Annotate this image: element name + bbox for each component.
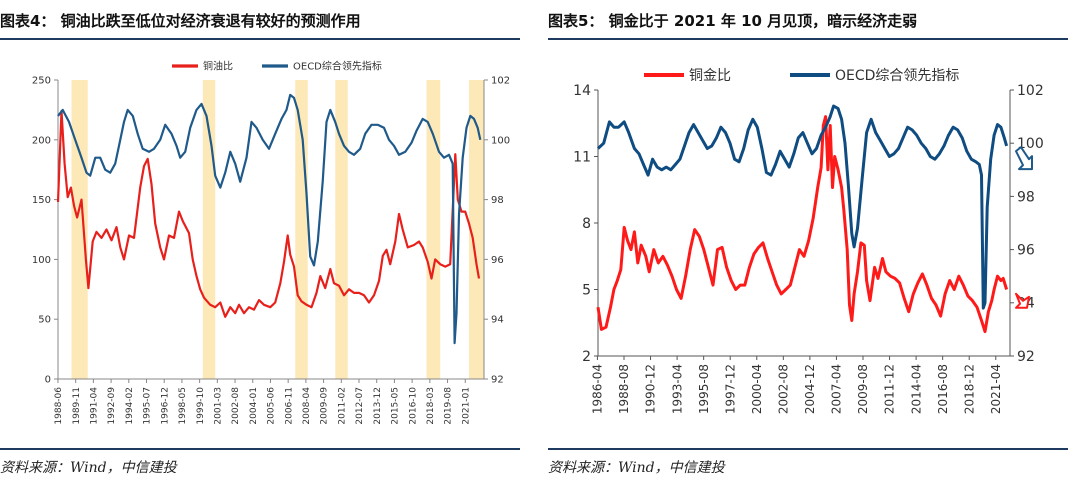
x-tick-label: 1995-07	[143, 387, 153, 425]
x-tick-label: 2009-09	[320, 387, 330, 425]
x-tick-label: 2009-08	[856, 364, 870, 414]
y-right-tick-label: 92	[491, 375, 504, 386]
y-right-tick-label: 92	[1017, 349, 1035, 365]
legend-label: 铜油比	[203, 60, 233, 73]
y-left-tick-label: 250	[32, 76, 51, 87]
x-tick-label: 2008-04	[302, 387, 312, 425]
x-tick-label: 1986-04	[591, 364, 605, 414]
source-note: 资料来源：Wind，中信建投	[548, 460, 725, 476]
x-tick-label: 1995-08	[697, 364, 711, 414]
chart-title: 图表5： 铜金比于 2021 年 10 月见顶，暗示经济走弱	[548, 12, 918, 30]
y-right-tick-label: 100	[1017, 136, 1044, 152]
trend-arrow-icon	[1015, 146, 1033, 171]
source-note: 资料来源：Wind，中信建投	[0, 460, 177, 476]
y-left-tick-label: 100	[32, 255, 51, 266]
y-right-tick-label: 98	[491, 195, 504, 206]
x-tick-label: 1993-04	[670, 364, 684, 414]
title-divider	[0, 38, 520, 40]
x-tick-label: 2005-06	[267, 387, 277, 425]
x-tick-label: 1991-04	[90, 387, 100, 425]
x-tick-label: 2021-01	[461, 387, 471, 425]
x-tick-label: 2004-01	[249, 387, 259, 425]
chart-panel-copper-oil: 图表4： 铜油比跌至低位对经济衰退有较好的预测作用 0 50 100 150 200 25…	[0, 0, 520, 489]
y-left-tick-label: 11	[573, 149, 591, 165]
recession-band	[71, 80, 88, 379]
y-right-tick-label: 94	[491, 315, 504, 326]
chart-panel-copper-gold: 图表5： 铜金比于 2021 年 10 月见顶，暗示经济走弱 2 5 8 11 14 92…	[548, 0, 1068, 489]
recession-band	[335, 80, 348, 379]
x-tick-label: 2004-12	[803, 364, 817, 414]
recession-band	[295, 80, 308, 379]
x-tick-label: 2011-02	[337, 387, 347, 425]
x-tick-label: 2000-04	[750, 364, 764, 414]
recession-band	[469, 80, 484, 379]
x-tick-label: 2016-10	[408, 387, 418, 425]
x-tick-label: 2011-12	[883, 364, 897, 414]
y-left-tick-label: 8	[582, 216, 591, 232]
x-tick-label: 2015-05	[391, 387, 401, 425]
x-tick-label: 1988-06	[54, 387, 64, 425]
y-left-tick-label: 200	[32, 135, 51, 146]
x-tick-label: 2018-03	[426, 387, 436, 425]
x-tick-label: 1996-12	[160, 387, 170, 425]
x-tick-label: 1992-09	[107, 387, 117, 425]
x-tick-label: 2013-12	[373, 387, 383, 425]
recession-band	[426, 80, 441, 379]
source-divider	[548, 448, 1068, 450]
y-left-tick-label: 2	[582, 349, 591, 365]
x-tick-label: 1999-10	[196, 387, 206, 425]
legend-label: OECD综合领先指标	[835, 68, 959, 84]
y-right-tick-label: 96	[491, 255, 504, 266]
chart-title: 图表4： 铜油比跌至低位对经济衰退有较好的预测作用	[0, 12, 361, 30]
x-tick-label: 1998-05	[178, 387, 188, 425]
trend-arrow-icon	[1015, 292, 1030, 309]
x-tick-label: 2007-04	[830, 364, 844, 414]
series-line-left	[596, 115, 1009, 334]
copper-gold-chart: 2581114929496981001021986-041988-081990-…	[573, 68, 1044, 414]
x-tick-label: 2019-08	[444, 387, 454, 425]
y-right-tick-label: 100	[491, 135, 510, 146]
x-tick-label: 1989-11	[72, 387, 82, 425]
series-line-right	[596, 104, 1009, 310]
y-left-tick-label: 150	[32, 195, 51, 206]
series-line-left	[56, 110, 481, 318]
x-tick-label: 2021-04	[989, 364, 1003, 414]
x-tick-label: 2018-12	[962, 364, 976, 414]
y-right-tick-label: 96	[1017, 243, 1035, 259]
legend-label: 铜金比	[689, 68, 731, 84]
title-divider	[548, 38, 1068, 40]
source-divider	[0, 448, 520, 450]
x-tick-label: 1988-08	[617, 364, 631, 414]
x-tick-label: 1994-02	[125, 387, 135, 425]
x-tick-label: 2002-08	[777, 364, 791, 414]
series-line-right	[57, 93, 482, 345]
y-left-tick-label: 14	[573, 83, 591, 99]
x-tick-label: 1997-12	[723, 364, 737, 414]
y-left-tick-label: 50	[38, 315, 51, 326]
y-left-tick-label: 0	[45, 375, 51, 386]
x-tick-label: 2002-08	[231, 387, 241, 425]
y-left-tick-label: 5	[582, 282, 591, 298]
legend-label: OECD综合领先指标	[293, 60, 382, 73]
x-tick-label: 2014-04	[909, 364, 923, 414]
copper-oil-chart: 0 50 100 150 200 250 92 94 96 98 100 102 1988-06 1989…	[32, 60, 510, 425]
y-right-tick-label: 98	[1017, 189, 1035, 205]
x-tick-label: 2001-03	[213, 387, 223, 425]
y-right-tick-label: 102	[1017, 83, 1044, 99]
x-tick-label: 2012-07	[355, 387, 365, 425]
x-tick-label: 2006-11	[284, 387, 294, 425]
x-tick-label: 2016-08	[936, 364, 950, 414]
x-tick-label: 1990-12	[644, 364, 658, 414]
y-right-tick-label: 102	[491, 76, 510, 87]
